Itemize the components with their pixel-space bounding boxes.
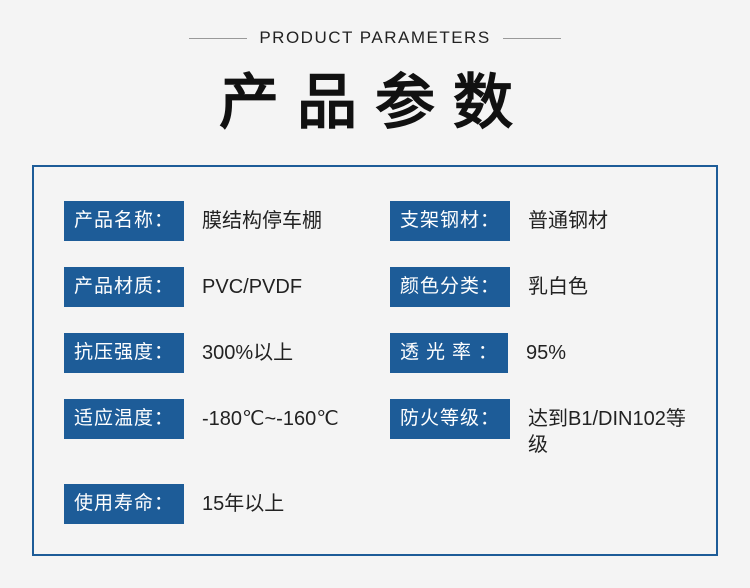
param-label: 适应温度： [64,399,184,439]
param-label: 产品名称： [64,201,184,241]
param-row-material: 产品材质： PVC/PVDF [64,267,360,307]
param-row-temp: 适应温度： -180℃~-160℃ [64,399,360,458]
params-grid: 产品名称： 膜结构停车棚 支架钢材： 普通钢材 产品材质： PVC/PVDF 颜… [64,201,686,524]
param-label: 支架钢材： [390,201,510,241]
param-value: PVC/PVDF [184,267,302,300]
page-title: 产品参数 [0,54,750,141]
param-label: 颜色分类： [390,267,510,307]
param-row-life: 使用寿命： 15年以上 [64,484,360,524]
param-label: 透光率： [390,333,508,373]
subtitle: PRODUCT PARAMETERS [247,28,502,48]
param-value: 300%以上 [184,333,293,366]
param-label: 防火等级： [390,399,510,439]
param-value: -180℃~-160℃ [184,399,339,432]
param-row-color: 颜色分类： 乳白色 [390,267,686,307]
header: PRODUCT PARAMETERS 产品参数 [0,0,750,141]
param-value: 95% [508,333,566,366]
param-value: 膜结构停车棚 [184,201,322,234]
param-row-light: 透光率： 95% [390,333,686,373]
param-label: 使用寿命： [64,484,184,524]
param-value: 15年以上 [184,484,284,517]
param-value: 乳白色 [510,267,588,300]
param-value: 达到B1/DIN102等级 [510,399,686,458]
param-label: 产品材质： [64,267,184,307]
param-row-name: 产品名称： 膜结构停车棚 [64,201,360,241]
param-value: 普通钢材 [510,201,608,234]
param-row-steel: 支架钢材： 普通钢材 [390,201,686,241]
param-label: 抗压强度： [64,333,184,373]
params-box: 产品名称： 膜结构停车棚 支架钢材： 普通钢材 产品材质： PVC/PVDF 颜… [32,165,718,556]
param-row-fire: 防火等级： 达到B1/DIN102等级 [390,399,686,458]
param-row-strength: 抗压强度： 300%以上 [64,333,360,373]
